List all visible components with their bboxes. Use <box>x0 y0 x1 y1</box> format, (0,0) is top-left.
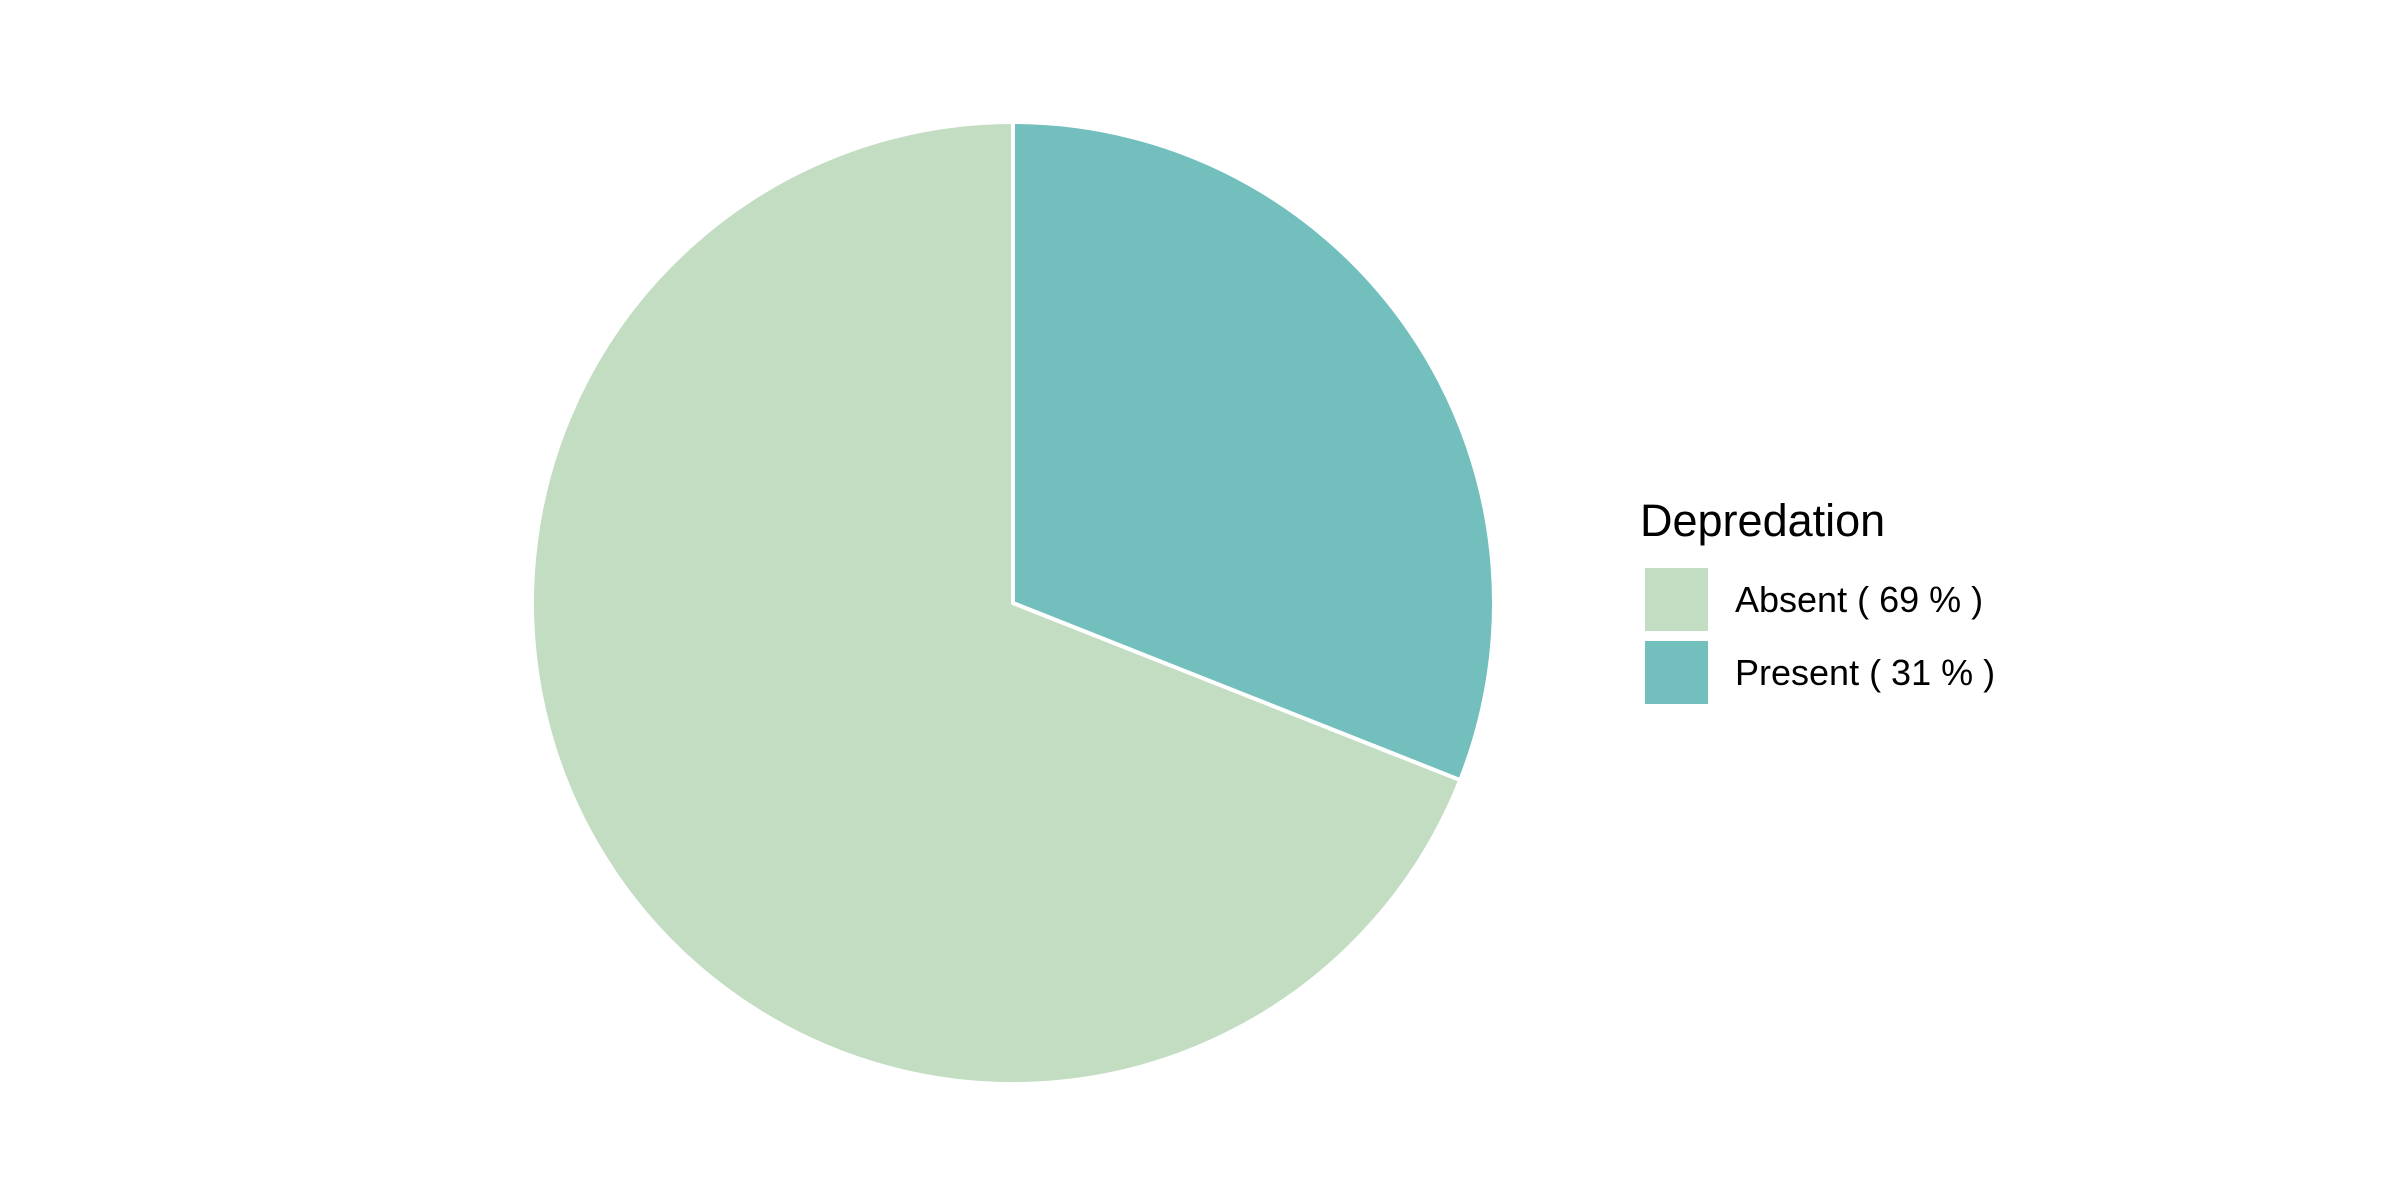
legend-title: Depredation <box>1640 495 1885 546</box>
legend-label-absent: Absent ( 69 % ) <box>1735 579 1983 620</box>
pie-slice-absent <box>530 120 1463 1086</box>
legend-label-present: Present ( 31 % ) <box>1735 652 1995 693</box>
legend-item-present: Present ( 31 % ) <box>1645 641 1995 704</box>
pie-slice-present <box>1011 120 1496 783</box>
legend-swatch-absent <box>1645 568 1708 631</box>
legend: Depredation Absent ( 69 % ) Present ( 31 … <box>1640 495 1995 704</box>
legend-item-absent: Absent ( 69 % ) <box>1645 568 1983 631</box>
legend-items: Absent ( 69 % ) Present ( 31 % ) <box>1645 568 1995 704</box>
legend-swatch-present <box>1645 641 1708 704</box>
pie-slices <box>530 120 1496 1086</box>
